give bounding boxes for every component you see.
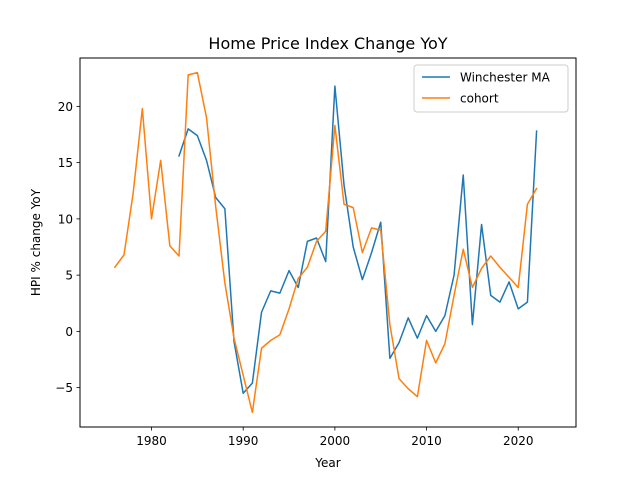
y-axis-label: HPI % change YoY (29, 188, 43, 296)
legend-label-1: cohort (460, 92, 499, 106)
y-tick-label: 15 (58, 156, 73, 170)
series-layer (113, 71, 538, 414)
y-tick-label: 0 (65, 325, 73, 339)
x-tick-label: 2000 (320, 434, 351, 448)
y-tick-label: 10 (58, 212, 73, 226)
y-axis: −5 0 5 10 15 20 (55, 100, 80, 395)
y-tick-label: 5 (65, 269, 73, 283)
series-line-0 (178, 85, 538, 394)
x-tick-label: 2010 (411, 434, 442, 448)
legend: Winchester MA cohort (413, 64, 569, 113)
series-line-1 (113, 71, 538, 414)
plot-frame (79, 57, 577, 428)
x-tick-label: 2020 (503, 434, 534, 448)
y-tick-label: −5 (55, 381, 73, 395)
chart-title: Home Price Index Change YoY (208, 34, 447, 53)
x-tick-label: 1980 (136, 434, 167, 448)
x-axis-label: Year (314, 456, 340, 470)
x-axis: 1980 1990 2000 2010 2020 (136, 427, 534, 448)
legend-box (413, 64, 569, 113)
legend-label-0: Winchester MA (460, 71, 551, 85)
y-tick-label: 20 (58, 100, 73, 114)
x-tick-label: 1990 (228, 434, 259, 448)
